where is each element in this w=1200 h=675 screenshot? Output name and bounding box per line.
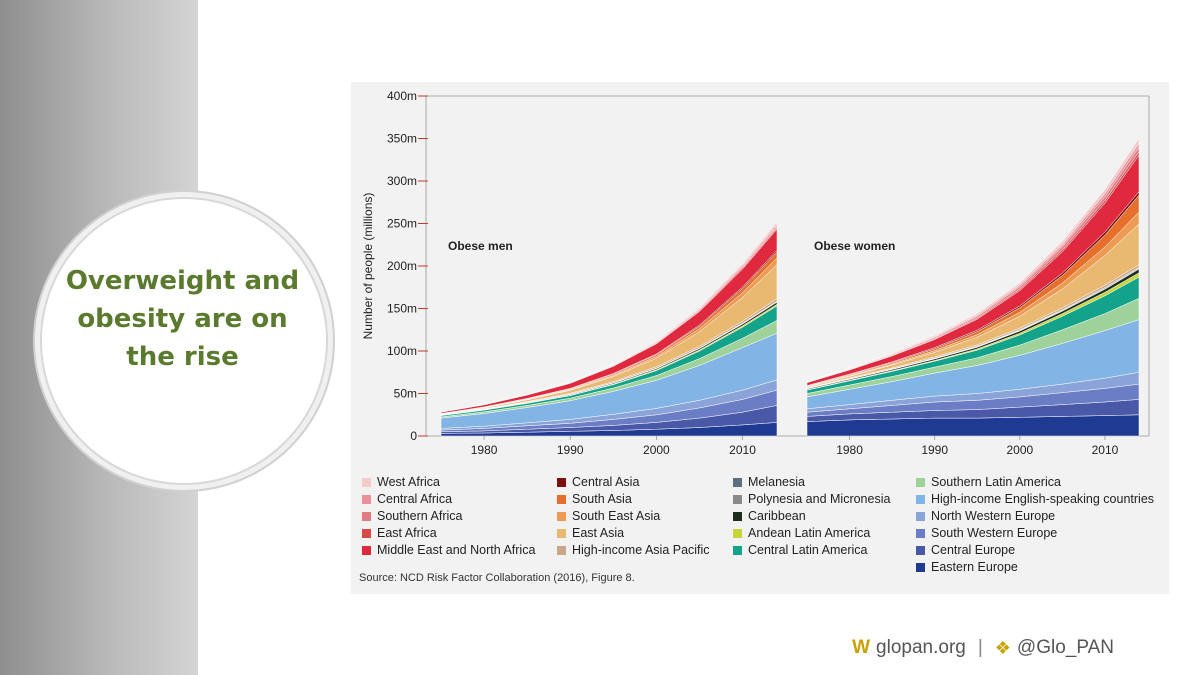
website-link[interactable]: glopan.org <box>876 637 966 658</box>
legend-swatch <box>362 545 371 555</box>
legend-item: Polynesia and Micronesia <box>733 491 890 507</box>
legend-label: South Western Europe <box>931 526 1058 540</box>
legend-label: East Asia <box>572 526 625 540</box>
legend-swatch <box>916 494 925 504</box>
footer-separator: | <box>977 637 983 658</box>
legend-label: Polynesia and Micronesia <box>748 492 891 506</box>
legend-swatch <box>733 545 742 555</box>
legend-label: Central Africa <box>377 492 453 506</box>
slide-headline: Overweight and obesity are on the rise <box>65 266 300 372</box>
glopan-logo-icon: W <box>852 637 871 658</box>
legend-swatch <box>916 562 925 572</box>
legend-item: North Western Europe <box>916 508 1055 524</box>
legend-label: Central Latin America <box>748 543 868 557</box>
legend-label: Southern Africa <box>377 509 463 523</box>
legend-item: East Asia <box>557 525 624 541</box>
y-tick-label: 350m <box>387 132 417 146</box>
x-tick-label: 2000 <box>1006 443 1033 457</box>
legend-swatch <box>557 511 566 521</box>
legend-item: South Western Europe <box>916 525 1057 541</box>
legend-swatch <box>916 511 925 521</box>
legend-label: Southern Latin America <box>931 475 1061 489</box>
legend-label: South East Asia <box>572 509 661 523</box>
legend-swatch <box>557 494 566 504</box>
x-tick-label: 2010 <box>1092 443 1119 457</box>
footer: W glopan.org | ❖ @Glo_PAN <box>852 637 1114 659</box>
legend-swatch <box>733 511 742 521</box>
legend-swatch <box>733 528 742 538</box>
headline-circle <box>40 197 328 485</box>
legend-label: High-income Asia Pacific <box>572 543 710 557</box>
y-tick-label: 200m <box>387 259 417 273</box>
legend-swatch <box>362 477 371 487</box>
legend-label: Caribbean <box>748 509 806 523</box>
legend-item: Eastern Europe <box>916 559 1018 575</box>
legend-swatch <box>362 511 371 521</box>
legend-item: South East Asia <box>557 508 660 524</box>
y-tick-label: 250m <box>387 217 417 231</box>
legend-label: Central Europe <box>931 543 1016 557</box>
legend-swatch <box>916 477 925 487</box>
legend-label: Central Asia <box>572 475 640 489</box>
y-axis-label: Number of people (millions) <box>361 193 375 340</box>
legend-label: Melanesia <box>748 475 805 489</box>
x-tick-label: 2010 <box>729 443 756 457</box>
legend-item: Southern Latin America <box>916 474 1061 490</box>
chart-legend: West Africa Central Africa Southern Africa… <box>362 474 1167 574</box>
legend-item: Southern Africa <box>362 508 462 524</box>
area-west-africa <box>806 137 1140 383</box>
legend-label: West Africa <box>377 475 440 489</box>
legend-label: High-income English-speaking countries <box>931 492 1155 506</box>
chart-source: Source: NCD Risk Factor Collaboration (2… <box>359 572 635 584</box>
legend-label: East Africa <box>377 526 437 540</box>
panel-title: Obese men <box>448 239 513 253</box>
legend-label: Eastern Europe <box>931 560 1018 574</box>
legend-item: High-income Asia Pacific <box>557 542 710 558</box>
x-tick-label: 1980 <box>471 443 498 457</box>
legend-label: Middle East and North Africa <box>377 543 536 557</box>
y-tick-label: 300m <box>387 174 417 188</box>
panel-title: Obese women <box>814 239 895 253</box>
legend-item: West Africa <box>362 474 440 490</box>
x-tick-label: 2000 <box>643 443 670 457</box>
chart-panel: 0 50m 100m 150m 200m 250m 300m 350m 400m Number o… <box>351 82 1169 594</box>
legend-label: North Western Europe <box>931 509 1056 523</box>
legend-item: Andean Latin America <box>733 525 870 541</box>
legend-item: Central Africa <box>362 491 452 507</box>
area-west-africa <box>440 221 778 413</box>
y-tick-label: 400m <box>387 89 417 103</box>
x-tick-label: 1990 <box>557 443 584 457</box>
y-tick-label: 150m <box>387 302 417 316</box>
legend-swatch <box>733 494 742 504</box>
legend-label: Andean Latin America <box>748 526 871 540</box>
legend-swatch <box>733 477 742 487</box>
twitter-bird-icon: ❖ <box>994 637 1011 658</box>
legend-swatch <box>362 494 371 504</box>
legend-item: High-income English-speaking countries <box>916 491 1154 507</box>
y-tick-label: 0 <box>410 429 417 443</box>
legend-item: Middle East and North Africa <box>362 542 535 558</box>
legend-swatch <box>557 545 566 555</box>
legend-item: Central Latin America <box>733 542 868 558</box>
legend-item: East Africa <box>362 525 437 541</box>
y-tick-label: 50m <box>394 387 417 401</box>
legend-item: Caribbean <box>733 508 806 524</box>
x-tick-label: 1980 <box>836 443 863 457</box>
x-tick-label: 1990 <box>921 443 948 457</box>
twitter-handle-link[interactable]: @Glo_PAN <box>1016 637 1114 658</box>
legend-label: South Asia <box>572 492 632 506</box>
legend-swatch <box>557 528 566 538</box>
y-tick-label: 100m <box>387 344 417 358</box>
legend-swatch <box>557 477 566 487</box>
legend-item: Central Asia <box>557 474 639 490</box>
legend-swatch <box>916 528 925 538</box>
obesity-area-chart: 0 50m 100m 150m 200m 250m 300m 350m 400m Number o… <box>361 89 1150 457</box>
legend-swatch <box>916 545 925 555</box>
legend-item: South Asia <box>557 491 632 507</box>
legend-item: Melanesia <box>733 474 805 490</box>
legend-swatch <box>362 528 371 538</box>
legend-item: Central Europe <box>916 542 1015 558</box>
